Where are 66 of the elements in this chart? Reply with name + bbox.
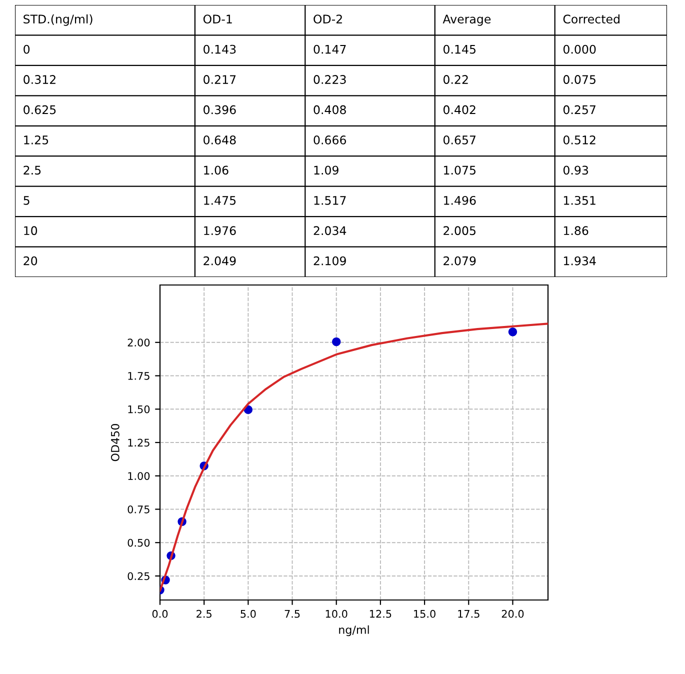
x-tick-label: 20.0 bbox=[502, 610, 524, 618]
x-tick-label: 12.5 bbox=[370, 610, 392, 618]
text: 0.657 bbox=[443, 135, 476, 144]
category-label: Corrected bbox=[563, 14, 620, 24]
text: 1.496 bbox=[444, 196, 476, 205]
text: 2.005 bbox=[444, 226, 476, 236]
text: 0.512 bbox=[563, 135, 596, 144]
text: 0.93 bbox=[563, 166, 588, 175]
text: 1.351 bbox=[564, 196, 596, 205]
text: 20 bbox=[24, 256, 38, 266]
text: 1.517 bbox=[314, 196, 346, 205]
text: 1.06 bbox=[204, 166, 228, 175]
text: 0.402 bbox=[443, 105, 476, 114]
x-tick-label: 17.5 bbox=[458, 610, 480, 618]
y-tick-label: 0.25 bbox=[128, 572, 150, 580]
category-label: OD-1 bbox=[203, 14, 232, 24]
x-tick-label: 0.0 bbox=[152, 610, 168, 618]
text: 0.396 bbox=[204, 105, 236, 114]
x-tick-label: 10.0 bbox=[326, 610, 348, 618]
text: 1.475 bbox=[204, 196, 236, 205]
category-label: OD-2 bbox=[314, 14, 342, 24]
text: 0.257 bbox=[563, 105, 596, 114]
text: 2.049 bbox=[204, 256, 236, 266]
text: 2.109 bbox=[314, 256, 346, 266]
y-axis-title: OD450 bbox=[110, 424, 120, 462]
text: 10 bbox=[24, 226, 38, 236]
text: 0.648 bbox=[204, 135, 236, 144]
text: 1.86 bbox=[564, 226, 588, 236]
y-tick-label: 1.50 bbox=[128, 405, 150, 414]
text: 0 bbox=[24, 44, 30, 54]
y-tick-label: 0.50 bbox=[128, 538, 150, 547]
text: 0.666 bbox=[314, 135, 346, 144]
text: 0.075 bbox=[563, 75, 596, 84]
y-tick-label: 1.25 bbox=[128, 438, 150, 447]
text: 0.408 bbox=[314, 105, 346, 114]
text: 1.934 bbox=[564, 256, 596, 266]
text: 0.000 bbox=[563, 44, 596, 54]
text: 0.145 bbox=[443, 44, 476, 54]
text: 1.25 bbox=[24, 135, 48, 144]
text: 0.22 bbox=[443, 75, 468, 84]
text: 0.223 bbox=[314, 75, 346, 84]
x-tick-label: 5.0 bbox=[240, 610, 256, 618]
x-tick-label: 15.0 bbox=[414, 610, 436, 618]
text: 5 bbox=[24, 196, 30, 205]
text: 0.625 bbox=[24, 105, 56, 114]
y-tick-label: 1.75 bbox=[128, 372, 150, 380]
x-tick-label: 7.5 bbox=[284, 610, 300, 618]
text: 1.075 bbox=[444, 166, 476, 175]
point bbox=[508, 327, 518, 336]
text: 0.312 bbox=[24, 75, 56, 84]
text: 0.143 bbox=[204, 44, 236, 54]
x-axis-title: ng/ml bbox=[339, 625, 369, 636]
text: 1.976 bbox=[204, 226, 236, 236]
category-label: STD.(ng/ml) bbox=[24, 14, 92, 26]
text: 2.5 bbox=[24, 166, 41, 175]
y-tick-label: 0.75 bbox=[128, 505, 150, 514]
text: 0.147 bbox=[314, 44, 346, 54]
category-label: Average bbox=[442, 14, 491, 26]
x-tick-label: 2.5 bbox=[196, 610, 212, 618]
text: 2.079 bbox=[444, 256, 476, 266]
point bbox=[332, 337, 341, 346]
text: 1.09 bbox=[314, 166, 338, 175]
y-tick-label: 2.00 bbox=[128, 338, 150, 346]
text: 0.217 bbox=[204, 75, 236, 84]
text: 2.034 bbox=[314, 226, 346, 236]
y-tick-label: 1.00 bbox=[128, 472, 150, 480]
